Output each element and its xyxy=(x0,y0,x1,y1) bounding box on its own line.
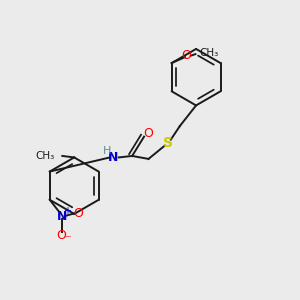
Text: N: N xyxy=(108,151,118,164)
Text: O: O xyxy=(182,49,191,62)
Text: CH₃: CH₃ xyxy=(36,151,55,161)
Text: O: O xyxy=(57,229,67,242)
Text: S: S xyxy=(163,136,173,150)
Text: CH₃: CH₃ xyxy=(200,48,219,58)
Text: O: O xyxy=(144,127,154,140)
Text: ⁻: ⁻ xyxy=(64,233,70,246)
Text: O: O xyxy=(73,207,83,220)
Text: H: H xyxy=(103,146,111,157)
Text: N: N xyxy=(56,210,67,223)
Text: +: + xyxy=(63,206,71,216)
